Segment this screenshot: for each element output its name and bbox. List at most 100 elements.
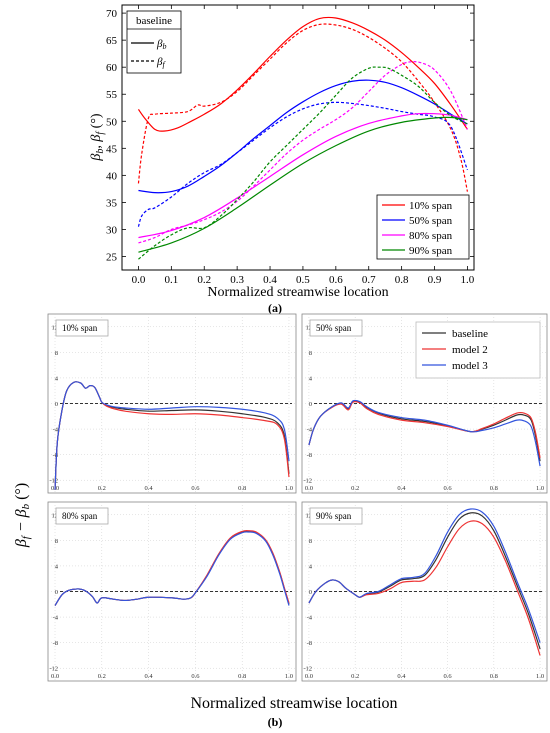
legend-spans: 10% span 50% span 80% span 90% span [376, 194, 470, 260]
legend-dashed-label: βf [156, 56, 166, 69]
subplot-ytick-label: 12 [306, 324, 313, 331]
ylabel-part-2: , β [89, 135, 104, 149]
subplot-ytick-label: -12 [49, 666, 58, 673]
subplot-xtick-label: 0.6 [444, 673, 453, 680]
subplot-ytick-label: 8 [309, 538, 312, 545]
a-xtick-label: 0.9 [428, 274, 442, 286]
panel-b-xlabel: Normalized streamwise location [190, 695, 397, 712]
subplot-xtick-label: 1.0 [536, 485, 544, 492]
subplot-ytick-label: 8 [55, 350, 58, 357]
subplot-xtick-label: 0.6 [444, 485, 453, 492]
subplot-xtick-label: 0.2 [98, 673, 106, 680]
ylabel-part-0: β [89, 154, 104, 162]
a-ytick-label: 25 [106, 251, 118, 263]
subplot-ytick-label: 8 [55, 538, 58, 545]
subplot-xtick-label: 0.8 [238, 673, 246, 680]
a-ytick-label: 55 [106, 89, 118, 101]
series-line-50-spansolid [138, 79, 468, 194]
a-ytick-label: 40 [106, 170, 118, 182]
subplot-xtick-label: 0.0 [51, 673, 59, 680]
panel-a-chart: 0.0 0.1 0.2 0.3 0.4 0.5 0.6 0.7 0.8 0.9 1.0 25 30 35 4… [89, 4, 475, 315]
subplot-label: 80% span [62, 511, 98, 521]
subplot-xtick-label: 0.0 [305, 673, 313, 680]
subplot-xtick-label: 1.0 [285, 485, 293, 492]
subplot-ytick-label: -4 [53, 615, 59, 622]
subplot-label: 90% span [316, 511, 352, 521]
panel-b-tag: (b) [268, 715, 283, 729]
legend-solid-label: βb [156, 38, 166, 51]
a-xtick-label: 0.3 [230, 274, 244, 286]
subplot-series-model-3 [308, 399, 541, 467]
a-ytick-label: 70 [106, 8, 118, 20]
a-xtick-label: 0.0 [132, 274, 146, 286]
legend-span-label-80: 80% span [409, 230, 453, 242]
subplot-xtick-label: 1.0 [536, 673, 544, 680]
legend-dashed-sym: β [156, 56, 163, 68]
legend-span-label-10: 10% span [409, 200, 453, 212]
subplot-xtick-label: 1.0 [285, 673, 293, 680]
subplot-xtick-label: 0.0 [305, 485, 313, 492]
a-ytick-label: 35 [106, 197, 118, 209]
legend-label-model2: model 2 [452, 344, 488, 356]
subplot-ytick-label: 0 [55, 401, 58, 408]
subplot-ytick-label: -8 [307, 452, 312, 459]
legend-models-box [415, 321, 541, 379]
subplot-label: 50% span [316, 323, 352, 333]
legend-label-model3: model 3 [452, 360, 488, 372]
subplot-ytick-label: 0 [309, 401, 312, 408]
series-line-90-spandashed [138, 66, 468, 260]
legend-solid-sym: β [156, 38, 163, 50]
subplot-ytick-label: 0 [55, 589, 58, 596]
legend-spans-box [376, 194, 470, 260]
b-ylabel-part-3: b [20, 503, 32, 509]
subplot-ytick-label: -4 [307, 427, 313, 434]
subplot-label-box [55, 507, 109, 525]
subplot-xtick-label: 0.2 [351, 673, 359, 680]
legend-models: baseline model 2 model 3 [415, 321, 541, 379]
subplot-ytick-label: -4 [53, 427, 59, 434]
series-line-10-spansolid [137, 16, 468, 132]
legend-label-baseline: baseline [452, 328, 488, 340]
subplot-label: 10% span [62, 323, 98, 333]
a-xtick-label: 0.5 [296, 274, 310, 286]
a-ytick-label: 45 [106, 143, 118, 155]
subplot-xtick-label: 0.2 [351, 485, 359, 492]
subplot-xtick-label: 0.8 [490, 485, 498, 492]
a-ytick-label: 60 [106, 62, 118, 74]
subplot-ytick-label: 4 [309, 375, 313, 382]
subplot-series-model-3 [308, 508, 541, 643]
subplot-ytick-label: -12 [303, 666, 312, 673]
subplot-ytick-label: 12 [52, 512, 59, 519]
panel-a-plot-frame [121, 4, 475, 271]
subplot-xtick-label: 0.4 [145, 673, 154, 680]
legend-span-label-90: 90% span [409, 245, 453, 257]
panel-a-ylabel: βb, βf (°) [89, 113, 106, 162]
b-ylabel-part-2: − β [13, 509, 30, 536]
subplot-ytick-label: -8 [53, 640, 58, 647]
panel-a-xlabel: Normalized streamwise location [207, 285, 388, 300]
subplot-ytick-label: -8 [53, 452, 58, 459]
subplot-ytick-label: -8 [307, 640, 312, 647]
subplot-label-box [309, 319, 363, 337]
ylabel-part-3: f [95, 131, 106, 135]
subplot-ytick-label: 0 [309, 589, 312, 596]
subplot-xtick-label: 0.4 [397, 485, 406, 492]
ylabel-part-1: b [95, 149, 106, 154]
subplot-ytick-label: 12 [52, 324, 59, 331]
a-xtick-label: 1.0 [461, 274, 475, 286]
subplot-90-span: 0.0 0.2 0.4 0.6 0.8 1.0 -12 -8 -4 0 4 8 12 90% span [301, 501, 548, 682]
subplot-ytick-label: -12 [303, 478, 312, 485]
subplot-xtick-label: 0.6 [191, 673, 200, 680]
subplot-label-box [309, 507, 363, 525]
panel-b-ylabel: βf − βb (°) [13, 483, 32, 548]
subplot-80-span: 0.0 0.2 0.4 0.6 0.8 1.0 -12 -8 -4 0 4 8 12 80% span [47, 501, 297, 682]
subplot-ytick-label: 4 [309, 563, 313, 570]
subplot-xtick-label: 0.8 [238, 485, 246, 492]
b-ylabel-part-1: f [20, 534, 32, 539]
a-xtick-label: 0.6 [329, 274, 343, 286]
subplot-series-model-3 [54, 531, 290, 606]
legend-solid-sub: b [162, 42, 166, 51]
